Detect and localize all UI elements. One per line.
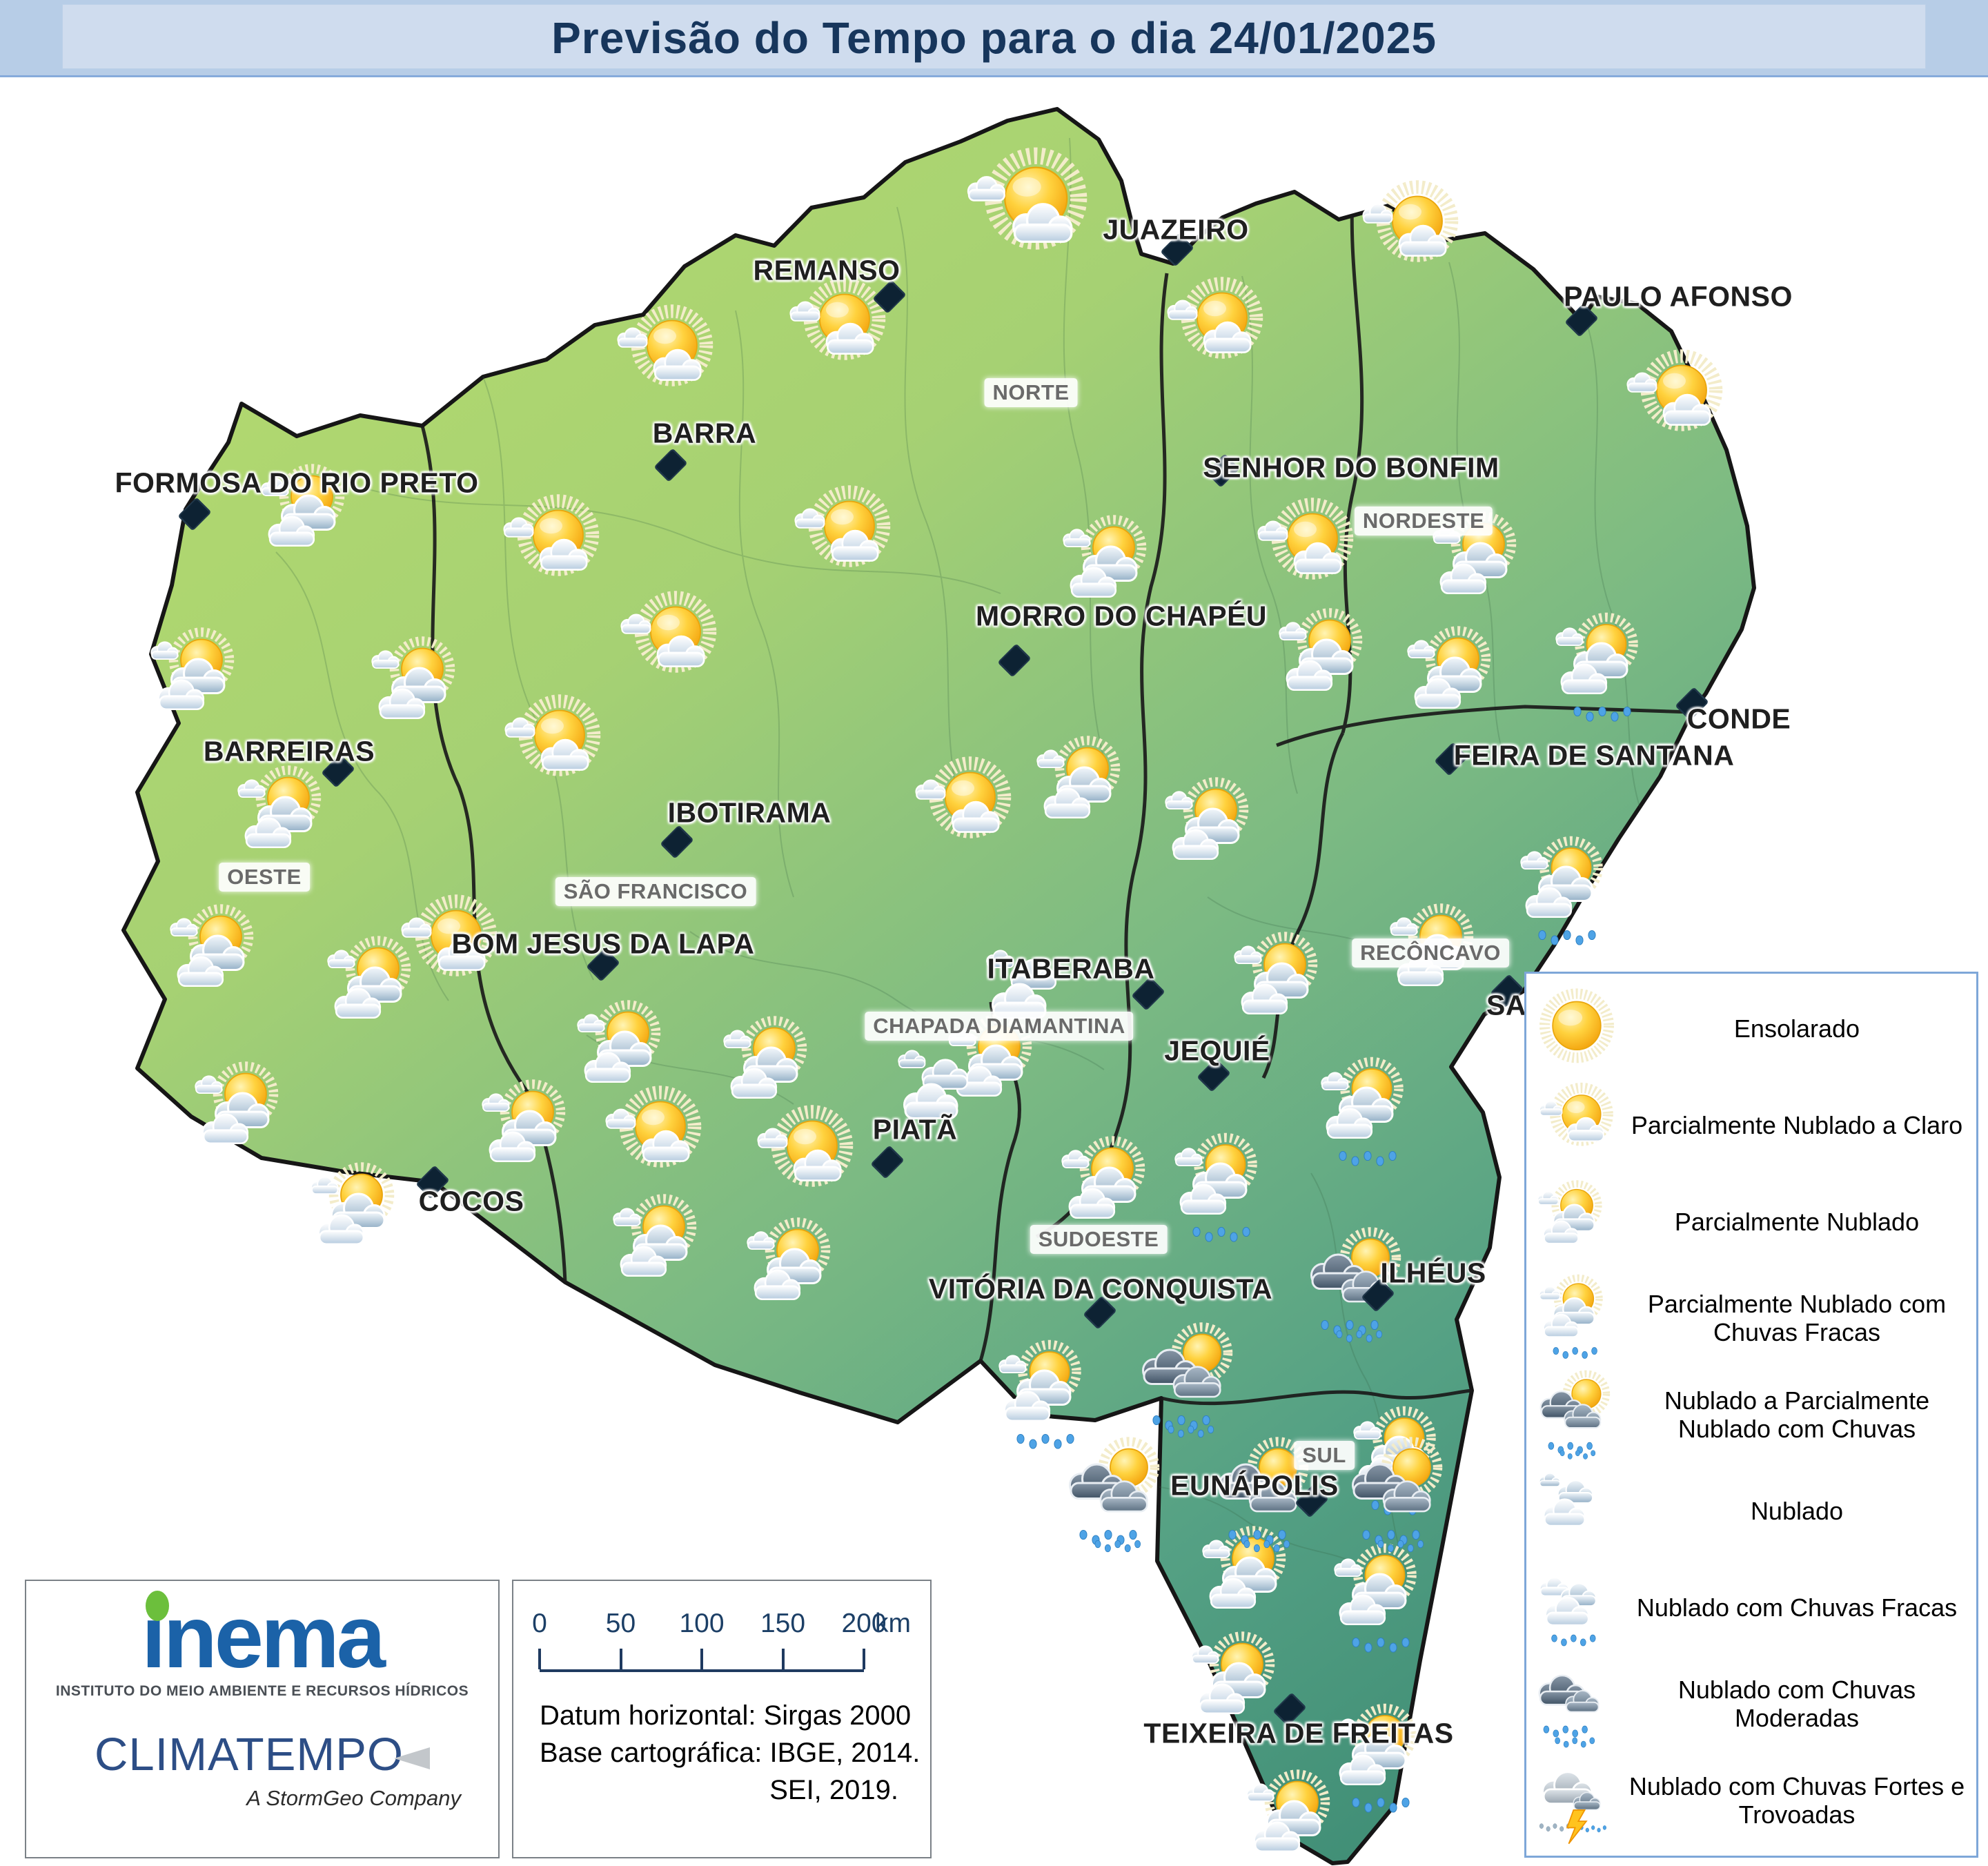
scale-bar <box>538 1646 865 1672</box>
title-banner-inner <box>62 4 1926 69</box>
legend-label: Parcialmente Nublado <box>1674 1207 1920 1236</box>
legend-pncf-icon <box>1536 1273 1617 1363</box>
scale-tick <box>863 1649 865 1669</box>
scale-tick <box>538 1649 541 1669</box>
scale-tick <box>781 1649 785 1669</box>
datum-line: Base cartográfica: IBGE, 2014. <box>540 1738 921 1768</box>
legend-label: Nublado <box>1750 1497 1844 1526</box>
legend-item: Nublado com Chuvas Fracas <box>1536 1560 1967 1656</box>
legend-item: Ensolarado <box>1536 981 1967 1077</box>
weather-legend: Ensolarado Parcialmente Nublado a Claro Pa… <box>1524 972 1978 1858</box>
scale-tick <box>619 1649 622 1669</box>
credits-box: inema INSTITUTO DO MEIO AMBIENTE E RECUR… <box>25 1580 500 1858</box>
inema-logo-text: inema <box>141 1588 386 1687</box>
weather-icon-pn <box>311 1167 389 1244</box>
legend-label: Nublado a Parcialmente Nublado com Chuva… <box>1664 1386 1930 1444</box>
scale-tick-label: 50 <box>605 1609 636 1638</box>
scale-tick <box>700 1649 703 1669</box>
scale-unit: km <box>875 1609 911 1638</box>
legend-item: Nublado <box>1536 1463 1967 1560</box>
legend-item: Parcialmente Nublado <box>1536 1174 1967 1270</box>
legend-item: Nublado com Chuvas Moderadas <box>1536 1656 1967 1752</box>
scale-tick-label: 100 <box>679 1609 725 1638</box>
inema-logo: inema <box>141 1591 386 1682</box>
scale-numbers: 0 50 100 150 200 km <box>532 1609 911 1642</box>
legend-label: Parcialmente Nublado a Claro <box>1631 1110 1963 1139</box>
legend-nct-icon <box>1536 1756 1617 1845</box>
legend-ens-icon <box>1536 984 1617 1074</box>
climatempo-subtitle: A StormGeo Company <box>246 1786 461 1810</box>
legend-item: Parcialmente Nublado com Chuvas Fracas <box>1536 1270 1967 1366</box>
datum-info: Datum horizontal: Sirgas 2000 Base cartog… <box>540 1697 921 1809</box>
scale-box: 0 50 100 150 200 km Datum horizontal: Sirgas … <box>512 1580 932 1858</box>
inema-logo-dot-icon <box>146 1591 170 1621</box>
datum-line: SEI, 2019. <box>769 1775 898 1805</box>
legend-pn-icon <box>1536 1177 1617 1266</box>
datum-line: Datum horizontal: Sirgas 2000 <box>540 1700 912 1731</box>
legend-item: Parcialmente Nublado a Claro <box>1536 1077 1967 1174</box>
weather-icon-npnc <box>1070 1442 1155 1552</box>
legend-label: Ensolarado <box>1733 1014 1860 1043</box>
legend-nub-icon <box>1536 1466 1617 1556</box>
legend-item: Nublado a Parcialmente Nublado com Chuva… <box>1536 1366 1967 1463</box>
scale-tick-label: 200 <box>841 1609 887 1638</box>
legend-label: Nublado com Chuvas Fracas <box>1636 1593 1958 1622</box>
inema-subtitle: INSTITUTO DO MEIO AMBIENTE E RECURSOS HÍ… <box>55 1683 469 1699</box>
legend-item: Nublado com Chuvas Fortes e Trovoadas <box>1536 1752 1967 1849</box>
legend-ncm-icon <box>1536 1659 1617 1749</box>
legend-label: Parcialmente Nublado com Chuvas Fracas <box>1647 1289 1947 1347</box>
legend-label: Nublado com Chuvas Fortes e Trovoadas <box>1628 1771 1965 1829</box>
climatempo-logo: CLIMATEMPO <box>94 1729 431 1780</box>
page-title: Previsão do Tempo para o dia 24/01/2025 <box>551 12 1437 63</box>
legend-npnc-icon <box>1536 1370 1617 1460</box>
weather-icon-pncf <box>999 1345 1076 1449</box>
climatempo-arrow-icon <box>394 1747 431 1769</box>
legend-rows: Ensolarado Parcialmente Nublado a Claro Pa… <box>1536 981 1967 1849</box>
legend-label: Nublado com Chuvas Moderadas <box>1677 1675 1916 1733</box>
title-banner: Previsão do Tempo para o dia 24/01/2025 <box>0 0 1988 77</box>
legend-ncf-icon <box>1536 1563 1617 1653</box>
scale-tick-label: 150 <box>760 1609 806 1638</box>
legend-pnc-icon <box>1536 1081 1617 1170</box>
scale-tick-label: 0 <box>532 1609 547 1638</box>
climatempo-logo-text: CLIMATEMPO <box>94 1729 404 1780</box>
